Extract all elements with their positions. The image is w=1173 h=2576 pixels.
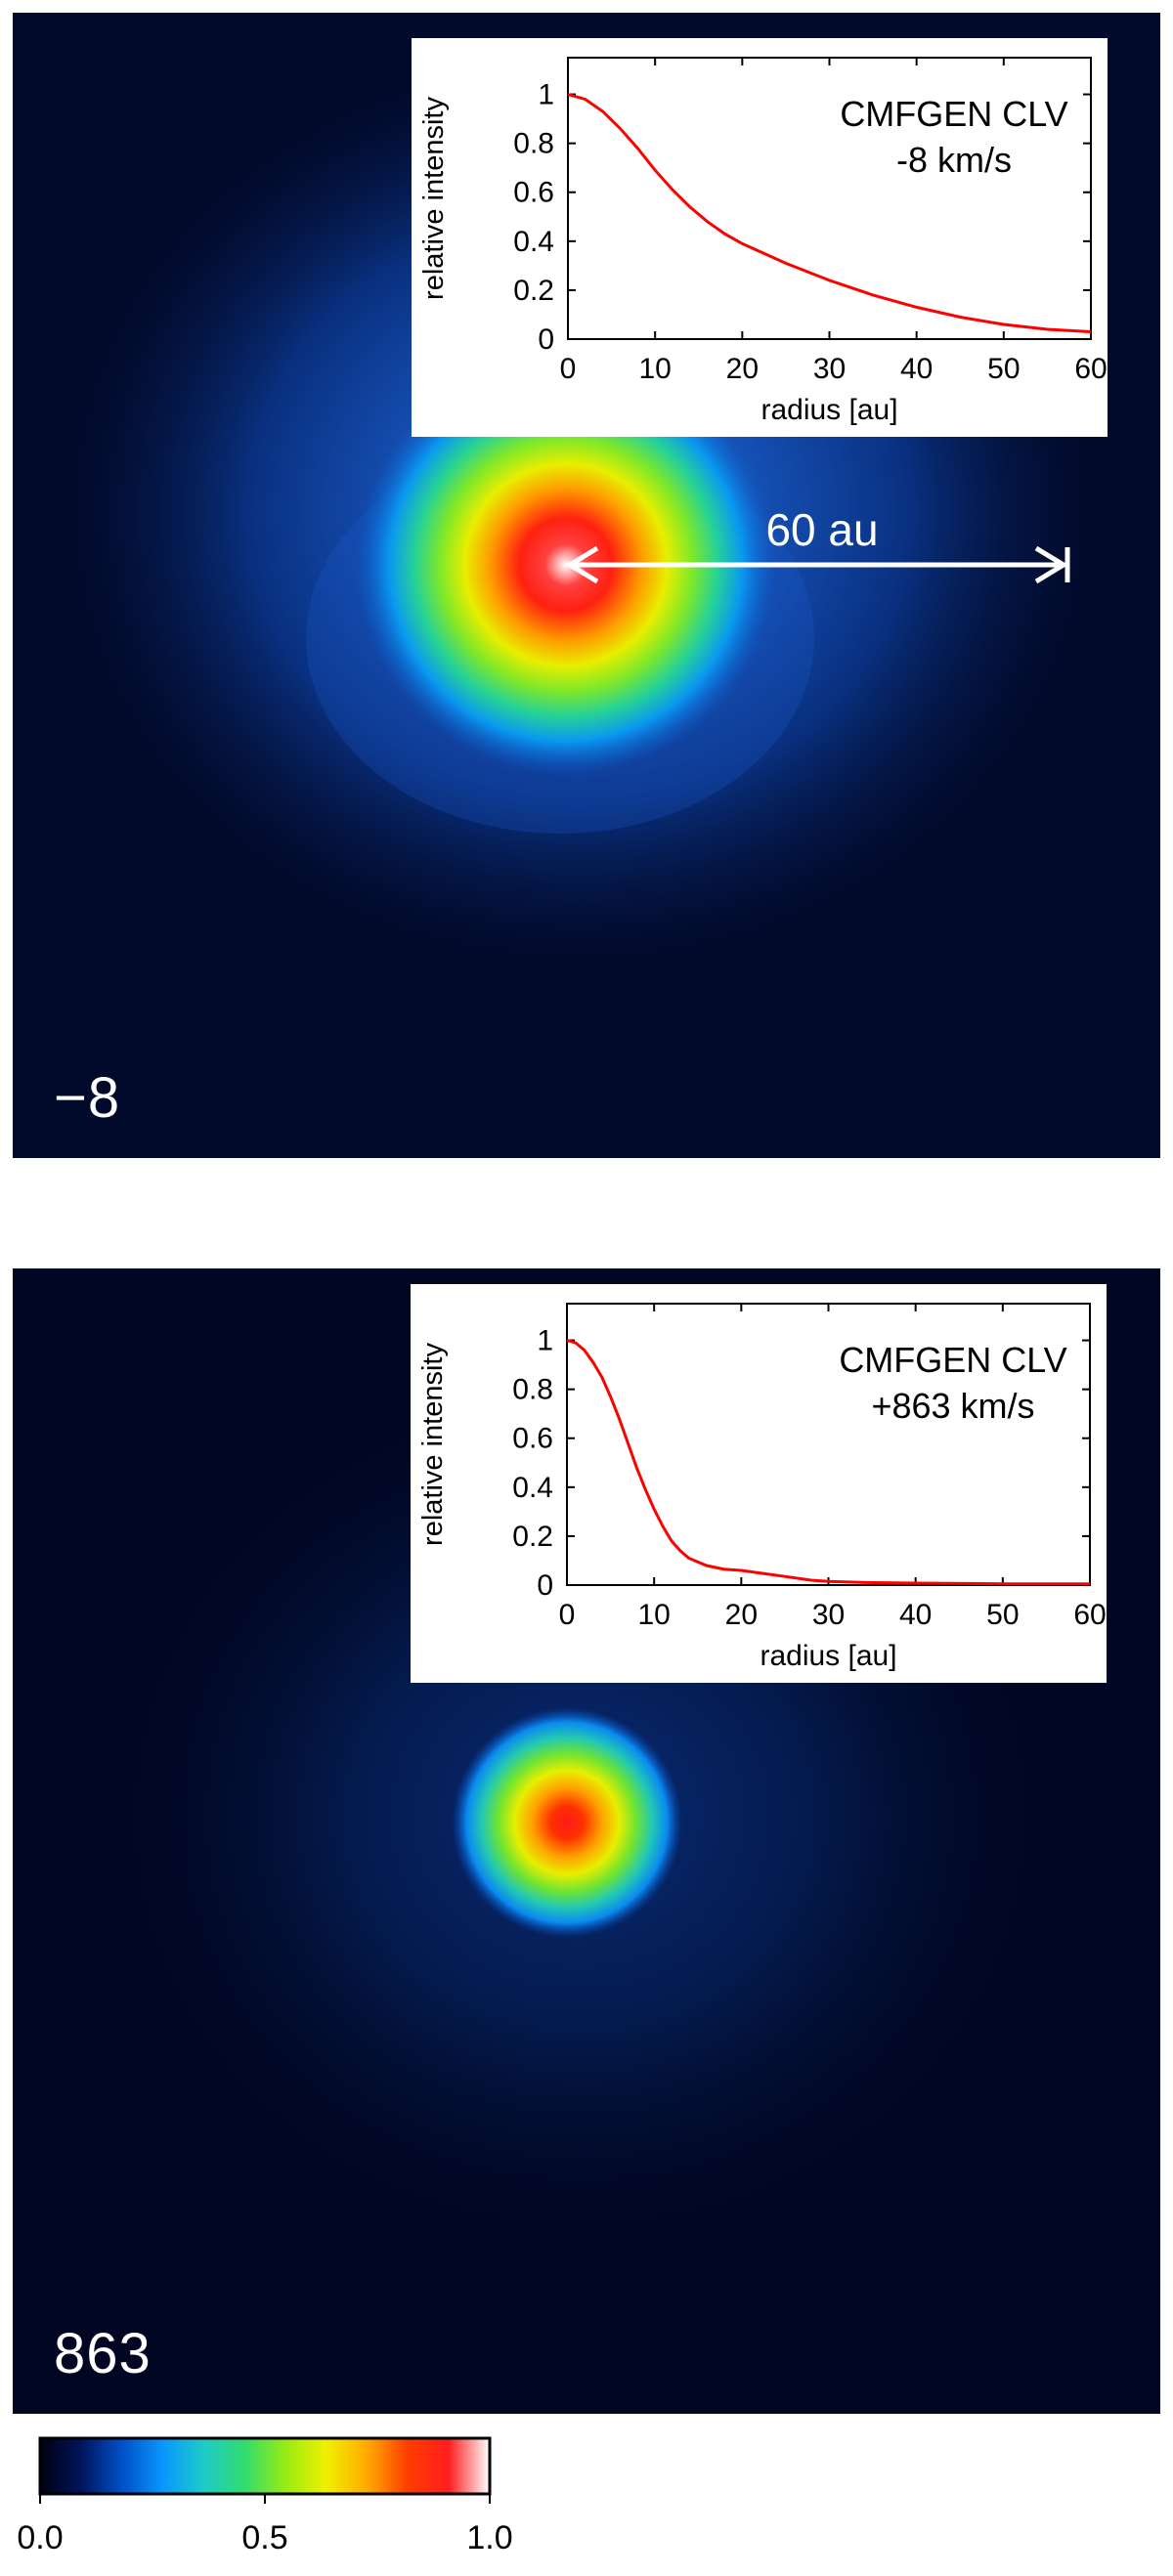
colorbar-gradient — [38, 2436, 492, 2496]
x-tick-label: 10 — [638, 353, 671, 385]
velocity-label: 863 — [54, 2322, 152, 2385]
y-tick-label: 0.8 — [512, 1374, 553, 1406]
x-tick-label: 30 — [813, 353, 846, 385]
colorbar-tick-label: 0.5 — [241, 2519, 287, 2556]
panel-bottom: 863 0 10 20 30 40 50 60 0 0.2 0.4 0.6 0.8 1 radius [a… — [13, 1268, 1160, 2414]
y-tick-label: 0.8 — [513, 128, 554, 160]
x-tick-label: 50 — [987, 353, 1020, 385]
y-tick-label: 0.4 — [513, 226, 554, 258]
clv-inset-plot: 0 10 20 30 40 50 60 0 0.2 0.4 0.6 0.8 1 radius [au] re… — [411, 1284, 1107, 1683]
x-tick-label: 0 — [560, 353, 577, 385]
y-axis-label: relative intensity — [417, 1343, 449, 1546]
x-tick-label: 0 — [559, 1599, 576, 1631]
panel-top: 60 au −8 0 10 20 30 40 50 60 0 0.2 0.4 0.6 0.8 1 radi… — [13, 13, 1160, 1158]
x-tick-label: 20 — [726, 353, 759, 385]
colorbar-tick-label: 1.0 — [466, 2519, 512, 2556]
clv-curve — [567, 93, 1092, 333]
x-tick-label: 10 — [637, 1599, 670, 1631]
y-axis-label: relative intensity — [418, 97, 450, 300]
clv-inset-svg: 0 10 20 30 40 50 60 0 0.2 0.4 0.6 0.8 1 radius [au] re… — [418, 57, 1108, 426]
x-axis-label: radius [au] — [760, 394, 897, 426]
annotation-velocity: +863 km/s — [871, 1386, 1034, 1426]
scale-bar — [565, 545, 1070, 584]
y-tick-label: 1 — [538, 79, 554, 111]
colorbar-svg: 0.0 0.5 1.0 — [17, 2436, 513, 2556]
x-tick-label: 40 — [900, 353, 933, 385]
colorbar: 0.0 0.5 1.0 — [0, 2424, 547, 2571]
clv-inset-svg: 0 10 20 30 40 50 60 0 0.2 0.4 0.6 0.8 1 radius [au] re… — [417, 1303, 1107, 1672]
x-tick-label: 20 — [725, 1599, 758, 1631]
annotation-velocity: -8 km/s — [896, 140, 1012, 180]
x-tick-label: 60 — [1074, 353, 1107, 385]
y-tick-label: 0.6 — [512, 1423, 553, 1455]
annotation-model: CMFGEN CLV — [840, 94, 1067, 134]
velocity-label: −8 — [54, 1066, 121, 1130]
x-axis-label: radius [au] — [760, 1640, 896, 1672]
clv-curve — [566, 1339, 1090, 1586]
y-tick-label: 0 — [537, 1569, 553, 1602]
colorbar-tick-label: 0.0 — [17, 2519, 63, 2556]
y-tick-label: 0.4 — [512, 1472, 553, 1504]
x-tick-label: 40 — [899, 1599, 932, 1631]
x-tick-label: 30 — [812, 1599, 845, 1631]
annotation-model: CMFGEN CLV — [839, 1340, 1066, 1380]
y-tick-label: 1 — [537, 1325, 553, 1357]
y-tick-label: 0.6 — [513, 177, 554, 209]
y-tick-label: 0.2 — [513, 275, 554, 307]
x-tick-label: 60 — [1073, 1599, 1106, 1631]
clv-inset-plot: 0 10 20 30 40 50 60 0 0.2 0.4 0.6 0.8 1 radius [au] re… — [412, 38, 1108, 437]
y-tick-label: 0 — [538, 323, 554, 356]
x-tick-label: 50 — [986, 1599, 1019, 1631]
scale-bar-label: 60 au — [765, 504, 878, 555]
y-tick-label: 0.2 — [512, 1521, 553, 1553]
